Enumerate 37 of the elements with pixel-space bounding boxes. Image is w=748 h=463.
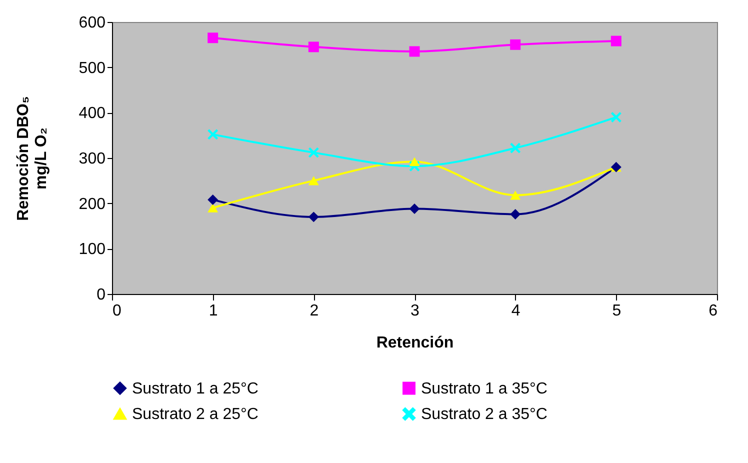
point (208, 32, 218, 44)
y-axis-title: Remoción DBO₅ mg/L O₂ (14, 96, 50, 221)
x-tick-label: 3 (410, 302, 420, 320)
point (510, 190, 521, 200)
point (208, 203, 218, 212)
point (409, 46, 420, 57)
x-tick-label: 6 (708, 302, 718, 320)
legend-label: Sustrato 1 a 35°C (421, 380, 548, 398)
legend-label: Sustrato 1 a 25°C (132, 380, 258, 398)
x-tick-label: 0 (112, 302, 122, 320)
x-axis-title: Retención (376, 334, 454, 352)
y-tick-label: 100 (78, 241, 106, 258)
point (510, 142, 521, 154)
point (308, 212, 319, 222)
point (208, 194, 218, 205)
y-tick-label: 0 (96, 286, 106, 304)
point (308, 176, 319, 186)
legend-label: Sustrato 2 a 25°C (132, 406, 258, 423)
point (308, 42, 319, 52)
point (510, 208, 521, 220)
x-tick-label: 4 (511, 302, 520, 320)
point (409, 157, 420, 166)
y-tick-label: 400 (78, 105, 106, 122)
legend-label: Sustrato 2 a 35°C (421, 406, 548, 423)
x-tick-label: 1 (208, 302, 218, 320)
y-tick-label: 200 (78, 196, 106, 213)
point (208, 129, 218, 140)
y-tick-label: 600 (78, 14, 106, 32)
point (308, 147, 319, 158)
x-tick-label: 2 (310, 302, 319, 320)
point (409, 204, 420, 214)
y-tick-label: 500 (78, 60, 106, 77)
point (610, 36, 622, 46)
x-tick-label: 5 (612, 302, 622, 320)
y-tick-label: 300 (78, 150, 106, 168)
point (510, 39, 521, 50)
point (610, 112, 622, 122)
